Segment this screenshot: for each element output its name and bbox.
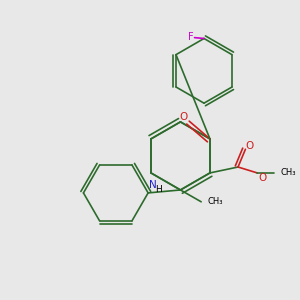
Text: N: N (148, 180, 156, 190)
Text: CH₃: CH₃ (280, 168, 295, 177)
Text: O: O (246, 141, 254, 151)
Text: CH₃: CH₃ (208, 197, 223, 206)
Text: O: O (180, 112, 188, 122)
Text: F: F (188, 32, 194, 42)
Text: H: H (155, 185, 162, 194)
Text: O: O (259, 173, 267, 183)
